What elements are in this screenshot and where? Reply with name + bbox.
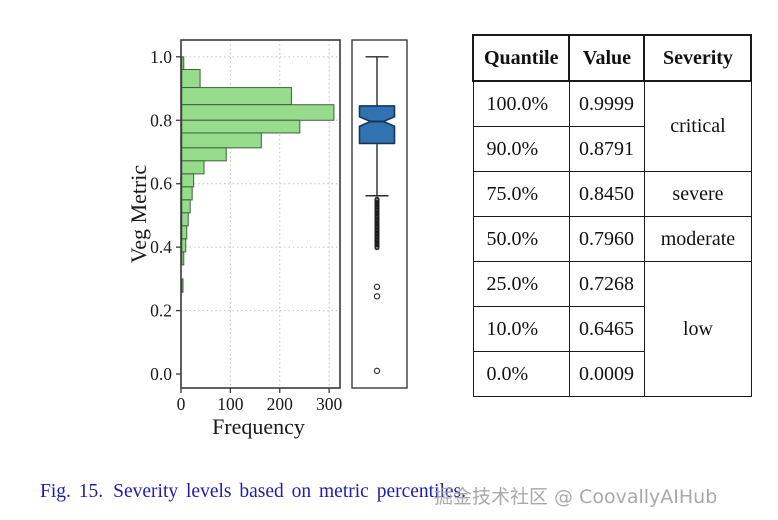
quantile-severity-table: Quantile Value Severity 100.0% 0.9999 cr…	[471, 34, 753, 397]
quantile-cell: 0.0%	[472, 351, 570, 397]
value-cell: 0.8450	[568, 171, 645, 217]
column-header-quantile: Quantile	[471, 34, 571, 82]
value-cell: 0.0009	[568, 351, 645, 397]
value-cell: 0.8791	[568, 126, 645, 172]
histogram-bar	[181, 238, 187, 253]
figure-caption: Fig. 15. Severity levels based on metric …	[40, 481, 466, 503]
histogram-bar	[181, 173, 195, 188]
figure-caption-label: Fig. 15.	[40, 481, 104, 502]
severity-cell-critical: critical	[643, 80, 752, 172]
histogram-bar	[181, 69, 201, 89]
histogram-bar	[181, 212, 189, 227]
severity-cell-moderate: moderate	[643, 216, 752, 262]
histogram-bar	[181, 119, 301, 134]
figure-caption-text: Severity levels based on metric percenti…	[113, 481, 467, 502]
histogram-bar	[181, 160, 205, 175]
x-axis-label: Frequency	[212, 414, 305, 439]
histogram-bar	[181, 225, 188, 240]
boxplot-box	[358, 105, 396, 145]
table-row: 0.0% 0.0009	[472, 351, 751, 397]
histogram-bar	[181, 186, 193, 201]
boxplot-panel	[351, 39, 408, 389]
histogram-panel	[180, 39, 341, 389]
quantile-cell: 25.0%	[472, 261, 570, 307]
table-row: 50.0% 0.7960 moderate	[472, 216, 752, 262]
severity-cell-severe: severe	[643, 171, 752, 217]
x-axis: 0 100 200 300 Frequency	[177, 388, 343, 439]
quantile-cell: 10.0%	[472, 306, 570, 352]
boxplot-outlier	[373, 293, 381, 300]
charts-svg: 0 100 200 300 Frequency 0.0 0.2 0.4 0.6 0.8 1.0 Veg…	[126, 39, 408, 439]
table-row: 75.0% 0.8450 severe	[472, 171, 752, 217]
quantile-cell: 75.0%	[472, 171, 570, 217]
y-axis: 0.0 0.2 0.4 0.6 0.8 1.0 Veg Metric	[126, 47, 181, 384]
y-tick-label: 0.2	[150, 301, 172, 321]
value-cell: 0.9999	[568, 80, 645, 127]
watermark: 掘金技术社区 @ CoovallyAIHub	[434, 486, 718, 508]
boxplot-outlier	[374, 196, 380, 202]
column-header-severity: Severity	[643, 34, 753, 82]
histogram-frame	[180, 39, 341, 389]
value-cell: 0.7960	[568, 216, 645, 262]
y-tick-label: 0.8	[150, 110, 172, 130]
value-cell: 0.6465	[568, 306, 645, 352]
y-tick-label: 0.4	[150, 237, 172, 257]
quantile-cell: 100.0%	[472, 80, 570, 127]
x-tick-label: 300	[316, 394, 343, 414]
y-tick-label: 0.6	[150, 174, 172, 194]
x-tick-label: 100	[217, 394, 244, 414]
x-tick-label: 0	[177, 394, 186, 414]
histogram-bar	[181, 199, 191, 214]
quantile-cell: 50.0%	[472, 216, 570, 262]
y-tick-label: 1.0	[150, 47, 172, 67]
table-row: 25.0% 0.7268 low	[472, 261, 752, 397]
severity-cell-low: low	[643, 261, 752, 397]
y-tick-label: 0.0	[150, 364, 172, 384]
severity-figure-charts: 0 100 200 300 Frequency 0.0 0.2 0.4 0.6 0.8 1.0 Veg…	[126, 39, 408, 439]
histogram-bar	[181, 104, 335, 121]
histogram-bar	[181, 147, 227, 162]
histogram-bar	[181, 56, 185, 71]
boxplot-outlier	[373, 283, 381, 291]
value-cell: 0.7268	[568, 261, 645, 307]
boxplot-frame	[351, 39, 408, 389]
table-header-row: Quantile Value Severity	[471, 34, 753, 82]
table-row: 10.0% 0.6465	[472, 306, 751, 352]
x-tick-label: 200	[267, 394, 294, 414]
quantile-cell: 90.0%	[472, 126, 570, 172]
histogram-bar	[181, 132, 262, 149]
boxplot-outlier	[373, 367, 381, 375]
histogram-bar	[181, 251, 185, 266]
table-row: 100.0% 0.9999 critical	[472, 80, 752, 172]
y-axis-label: Veg Metric	[126, 165, 151, 264]
histogram-bar	[181, 87, 292, 106]
histogram-bar	[181, 278, 184, 293]
column-header-value: Value	[568, 34, 646, 82]
